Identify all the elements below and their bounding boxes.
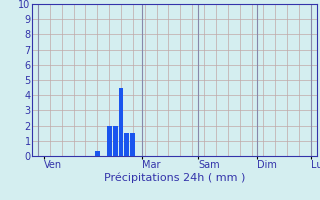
Bar <box>107 126 112 156</box>
Bar <box>95 151 100 156</box>
X-axis label: Précipitations 24h ( mm ): Précipitations 24h ( mm ) <box>104 173 245 183</box>
Bar <box>118 88 124 156</box>
Bar <box>113 126 117 156</box>
Bar <box>124 133 129 156</box>
Bar <box>130 133 135 156</box>
